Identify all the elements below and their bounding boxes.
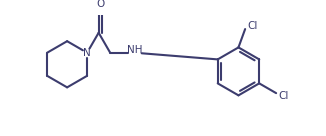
Text: N: N (83, 48, 91, 58)
Text: Cl: Cl (247, 21, 258, 30)
Text: O: O (96, 0, 104, 9)
Text: NH: NH (127, 45, 143, 55)
Text: Cl: Cl (278, 91, 289, 101)
